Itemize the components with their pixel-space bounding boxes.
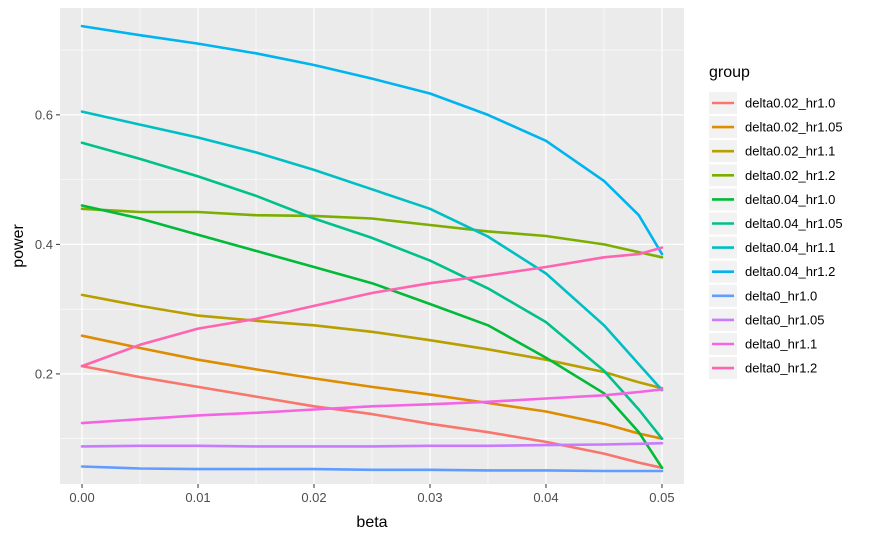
legend-items: delta0.02_hr1.0 delta0.02_hr1.05 delta0.02… xyxy=(709,92,843,380)
series-line-delta0_hr1.2 xyxy=(80,246,664,368)
x-tick-label: 0.03 xyxy=(417,490,442,505)
legend-label: delta0_hr1.2 xyxy=(745,361,817,376)
legend-label: delta0.04_hr1.1 xyxy=(745,240,835,255)
legend-title: group xyxy=(709,64,750,81)
legend-label: delta0.04_hr1.0 xyxy=(745,192,835,207)
series-line-delta0.04_hr1.0 xyxy=(80,204,664,470)
series-line-delta0.02_hr1.05 xyxy=(80,334,664,441)
y-tick-label: 0.2 xyxy=(35,366,53,381)
series-line-delta0.04_hr1.05 xyxy=(80,141,664,441)
y-tick-label: 0.4 xyxy=(35,237,53,252)
legend-label: delta0_hr1.0 xyxy=(745,288,817,303)
legend-label: delta0.02_hr1.1 xyxy=(745,144,835,159)
series-line-delta0.02_hr1.0 xyxy=(80,364,664,470)
x-tick-label: 0.05 xyxy=(649,490,674,505)
x-tick-label: 0.02 xyxy=(301,490,326,505)
x-axis: 0.00 0.01 0.02 0.03 0.04 0.05 xyxy=(69,484,675,505)
series-line-delta0.04_hr1.2 xyxy=(80,24,664,256)
x-axis-title: beta xyxy=(356,514,387,531)
grid-major xyxy=(60,8,684,484)
legend-label: delta0.02_hr1.05 xyxy=(745,120,843,135)
series-line-delta0_hr1.0 xyxy=(80,465,664,473)
x-tick-label: 0.01 xyxy=(185,490,210,505)
legend-label: delta0_hr1.1 xyxy=(745,337,817,352)
y-axis-title: power xyxy=(10,224,27,268)
series-line-delta0.02_hr1.1 xyxy=(80,293,664,390)
grid-minor xyxy=(60,8,684,484)
series-line-delta0.04_hr1.1 xyxy=(80,110,664,392)
series-line-delta0.02_hr1.2 xyxy=(80,207,664,259)
y-axis: 0.2 0.4 0.6 xyxy=(35,107,60,381)
series-line-delta0_hr1.05 xyxy=(80,441,664,448)
legend-label: delta0.02_hr1.2 xyxy=(745,168,835,183)
legend-label: delta0_hr1.05 xyxy=(745,312,825,327)
legend-label: delta0.04_hr1.2 xyxy=(745,264,835,279)
series-line-delta0_hr1.1 xyxy=(80,388,664,425)
legend-label: delta0.02_hr1.0 xyxy=(745,96,835,111)
legend-label: delta0.04_hr1.05 xyxy=(745,216,843,231)
x-tick-label: 0.04 xyxy=(533,490,558,505)
legend: group delta0.02_hr1.0delta0.02_hr1.05del… xyxy=(709,64,843,380)
y-tick-label: 0.6 xyxy=(35,107,53,122)
series-lines xyxy=(80,24,664,473)
x-tick-label: 0.00 xyxy=(69,490,94,505)
